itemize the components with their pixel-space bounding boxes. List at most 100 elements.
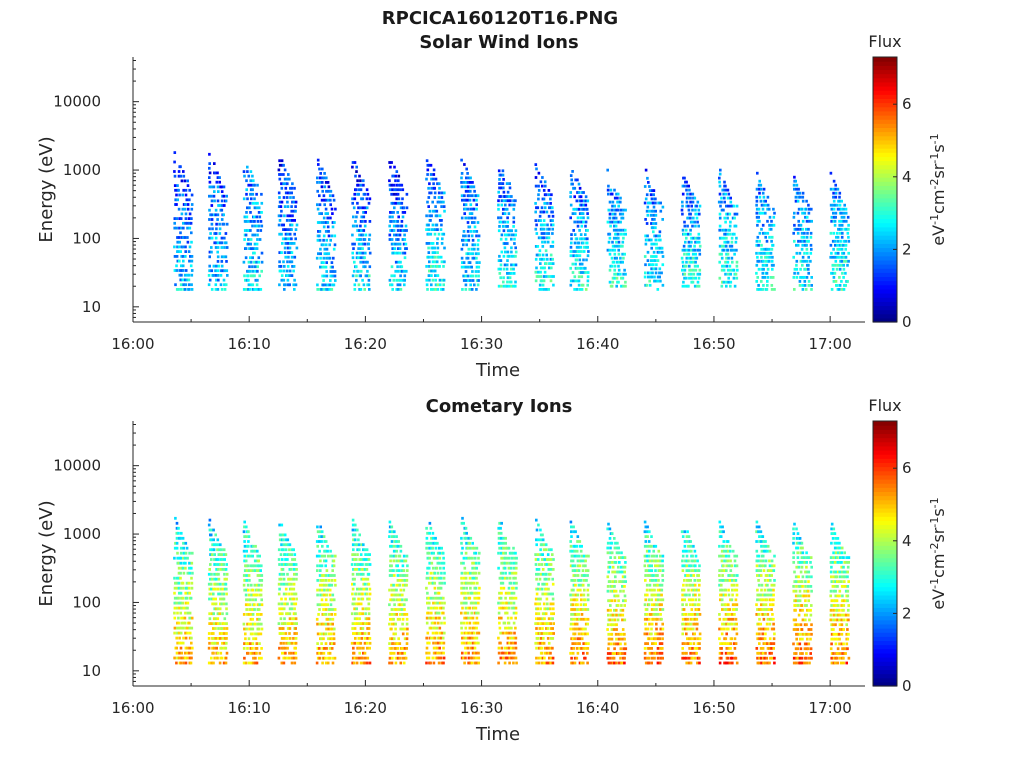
flux-cell bbox=[607, 240, 611, 244]
flux-cell bbox=[353, 288, 357, 291]
flux-cell bbox=[278, 159, 281, 163]
flux-cell bbox=[354, 622, 357, 625]
flux-cell bbox=[251, 544, 255, 548]
flux-cell bbox=[543, 236, 546, 240]
flux-cell bbox=[764, 203, 768, 207]
flux-cell bbox=[182, 551, 186, 555]
flux-cell bbox=[366, 637, 369, 640]
flux-cell bbox=[460, 551, 463, 555]
flux-cell bbox=[292, 602, 296, 606]
flux-cell bbox=[211, 646, 214, 650]
flux-cell bbox=[208, 587, 212, 591]
flux-cell bbox=[685, 252, 689, 256]
flux-cell bbox=[552, 558, 555, 561]
flux-cell bbox=[506, 276, 510, 280]
flux-cell bbox=[284, 182, 288, 186]
flux-cell bbox=[257, 206, 261, 210]
flux-cell bbox=[257, 656, 261, 660]
flux-cell bbox=[353, 553, 357, 556]
flux-cell bbox=[174, 283, 177, 287]
flux-cell bbox=[213, 602, 216, 606]
flux-cell bbox=[579, 549, 583, 553]
flux-cell bbox=[286, 246, 290, 250]
flux-cell bbox=[508, 284, 511, 288]
flux-cell bbox=[324, 230, 328, 233]
flux-cell bbox=[184, 606, 188, 610]
flux-cell bbox=[403, 274, 407, 278]
flux-cell bbox=[436, 571, 440, 575]
flux-cell bbox=[440, 200, 443, 204]
flux-cell bbox=[360, 215, 363, 219]
flux-cell bbox=[810, 207, 813, 211]
flux-cell bbox=[805, 239, 809, 243]
colorbar-swatch bbox=[873, 57, 897, 62]
flux-cell bbox=[173, 596, 177, 600]
flux-cell bbox=[368, 646, 371, 650]
flux-cell bbox=[186, 626, 189, 630]
flux-cell bbox=[438, 641, 442, 645]
flux-cell bbox=[537, 538, 540, 542]
flux-cell bbox=[429, 596, 433, 600]
flux-cell bbox=[329, 279, 332, 282]
flux-cell bbox=[576, 579, 580, 582]
flux-cell bbox=[462, 274, 465, 278]
flux-cell bbox=[177, 596, 180, 600]
flux-cell bbox=[188, 245, 192, 249]
flux-cell bbox=[460, 256, 464, 260]
flux-cell bbox=[251, 642, 255, 645]
flux-cell bbox=[727, 276, 730, 280]
flux-cell bbox=[503, 220, 507, 224]
flux-cell bbox=[225, 632, 228, 635]
flux-cell bbox=[466, 230, 470, 233]
flux-cell bbox=[286, 612, 290, 616]
flux-cell bbox=[278, 251, 281, 254]
flux-cell bbox=[258, 215, 262, 219]
flux-cell bbox=[359, 183, 363, 187]
flux-cell bbox=[324, 613, 328, 616]
flux-cell bbox=[465, 601, 468, 605]
flux-cell bbox=[801, 255, 805, 259]
flux-cell bbox=[251, 608, 255, 611]
flux-cell bbox=[608, 252, 612, 256]
flux-cell bbox=[221, 568, 225, 571]
flux-cell bbox=[367, 278, 371, 282]
flux-cell bbox=[186, 184, 190, 187]
flux-cell bbox=[255, 661, 259, 665]
flux-cell bbox=[351, 587, 355, 591]
flux-cell bbox=[572, 186, 575, 190]
flux-cell bbox=[440, 621, 443, 625]
flux-cell bbox=[324, 283, 328, 287]
flux-cell bbox=[402, 569, 406, 572]
flux-cell bbox=[497, 526, 500, 530]
flux-cell bbox=[471, 274, 474, 278]
flux-cell bbox=[571, 262, 575, 266]
flux-cell bbox=[216, 260, 220, 263]
flux-cell bbox=[284, 558, 287, 561]
flux-cell bbox=[286, 242, 290, 245]
flux-cell bbox=[392, 632, 396, 636]
flux-cell bbox=[829, 171, 833, 175]
flux-cell bbox=[245, 549, 248, 553]
flux-cell bbox=[829, 255, 832, 259]
flux-cell bbox=[218, 661, 222, 665]
flux-cell bbox=[542, 543, 546, 547]
flux-cell bbox=[222, 602, 226, 606]
flux-cell bbox=[359, 229, 363, 232]
flux-cell bbox=[499, 656, 503, 660]
flux-cell bbox=[403, 627, 407, 631]
flux-cell bbox=[681, 268, 684, 272]
flux-cell bbox=[351, 553, 354, 556]
flux-cell bbox=[247, 535, 251, 538]
flux-cell bbox=[293, 219, 296, 222]
flux-cell bbox=[402, 588, 406, 592]
flux-cell bbox=[246, 197, 249, 201]
flux-cell bbox=[572, 622, 575, 626]
flux-cell bbox=[256, 583, 259, 587]
flux-cell bbox=[326, 544, 329, 548]
flux-cell bbox=[735, 204, 739, 208]
flux-cell bbox=[282, 548, 285, 552]
flux-cell bbox=[537, 253, 540, 257]
flux-cell bbox=[505, 263, 509, 267]
flux-cell bbox=[366, 597, 369, 601]
flux-cell bbox=[184, 245, 187, 249]
